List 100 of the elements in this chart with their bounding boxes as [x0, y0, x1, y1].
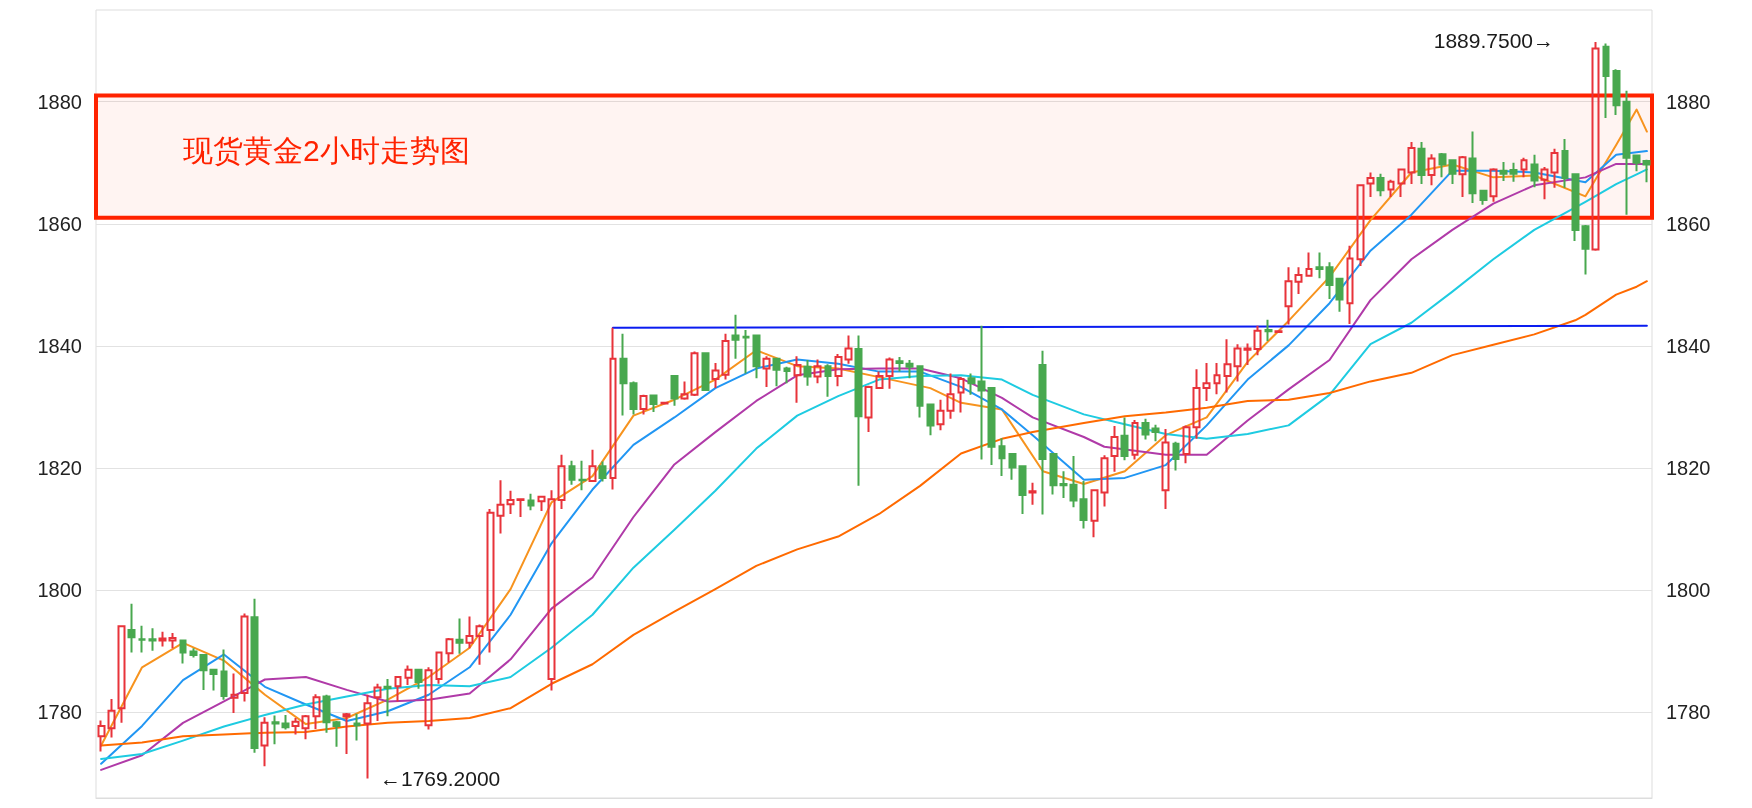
- candlestick: [1581, 224, 1590, 276]
- candlestick: [424, 666, 433, 731]
- candlestick: [199, 654, 208, 691]
- candlestick: [1243, 342, 1252, 366]
- candlestick: [1448, 158, 1457, 186]
- candlestick: [383, 677, 392, 718]
- candlestick: [926, 403, 935, 437]
- candlestick: [701, 352, 710, 392]
- candlestick: [649, 393, 658, 413]
- candlestick: [905, 359, 914, 380]
- candlestick: [506, 489, 515, 515]
- candlestick: [117, 625, 126, 724]
- candlestick: [824, 363, 832, 398]
- candlestick: [1151, 423, 1160, 443]
- candlestick: [475, 623, 484, 666]
- candlestick: [998, 437, 1006, 478]
- y-tick-label: 1860: [37, 212, 82, 235]
- candlestick: [353, 712, 361, 742]
- candlestick: [967, 372, 976, 396]
- candlestick: [465, 615, 474, 650]
- y2-tick-label: 1800: [1666, 579, 1711, 602]
- candlestick: [1622, 89, 1631, 216]
- candlestick: [844, 334, 853, 365]
- candlestick: [578, 459, 587, 492]
- candlestick: [445, 636, 454, 664]
- y2-tick-label: 1780: [1666, 701, 1711, 724]
- candlestick: [158, 630, 167, 648]
- candlestick: [987, 387, 996, 467]
- candlestick: [1008, 453, 1017, 481]
- candlestick: [496, 479, 505, 535]
- candlestick: [322, 693, 331, 734]
- candlestick: [527, 492, 535, 512]
- text: 现货黄金2小时走势图: [183, 133, 470, 167]
- candlestick: [762, 355, 771, 388]
- candlestick: [271, 714, 280, 746]
- candlestick: [260, 716, 269, 768]
- y-tick-label: 1840: [37, 334, 82, 357]
- candlestick: [629, 380, 638, 416]
- y-tick-label: 1880: [37, 90, 82, 113]
- candlestick: [957, 376, 965, 414]
- candlestick: [230, 672, 239, 715]
- candlestick: [189, 647, 198, 659]
- candlestick: [1571, 173, 1580, 242]
- candlestick: [1182, 424, 1191, 465]
- candlestick: [1530, 153, 1539, 189]
- candlestick: [1427, 153, 1436, 187]
- candlestick: [1468, 130, 1477, 205]
- y2-tick-label: 1880: [1666, 90, 1711, 113]
- candlestick: [1028, 481, 1037, 506]
- candlestick: [639, 393, 648, 416]
- candlestick: [752, 334, 761, 380]
- candlestick: [1110, 424, 1119, 473]
- candlestick: [854, 334, 863, 487]
- candlestick: [312, 693, 321, 730]
- line-series: [100, 280, 1648, 747]
- candlestick: [1172, 440, 1180, 472]
- candlestick: [281, 713, 290, 731]
- candlestick: [1591, 41, 1600, 252]
- candlestick: [1417, 140, 1426, 186]
- candlestick: [772, 357, 781, 388]
- candlestick: [394, 675, 402, 703]
- candlestick: [834, 352, 843, 388]
- candlestick: [179, 639, 187, 665]
- candlestick: [1253, 324, 1262, 357]
- candlestick: [936, 398, 945, 432]
- candlestick: [342, 712, 351, 756]
- candlestick: [332, 720, 341, 748]
- candlestick: [1294, 266, 1303, 296]
- y2-tick-label: 1860: [1666, 212, 1711, 235]
- candlestick: [127, 602, 136, 654]
- candlestick: [1325, 261, 1334, 300]
- candlestick: [1305, 251, 1313, 277]
- candlestick: [1397, 168, 1406, 198]
- candlestick: [148, 627, 157, 652]
- annotation: 1889.7500→: [1433, 29, 1555, 52]
- candlestick: [1479, 189, 1488, 206]
- candlestick: [1202, 362, 1211, 402]
- candlestick: [97, 719, 106, 753]
- candlestick: [813, 358, 822, 385]
- candlestick: [1407, 140, 1416, 186]
- candlestick: [1090, 489, 1099, 539]
- candlestick: [1018, 464, 1027, 515]
- candlestick: [977, 324, 986, 461]
- candlestick: [1038, 349, 1047, 516]
- candlestick: [1100, 454, 1109, 508]
- candlestick: [885, 356, 894, 390]
- y-tick-label: 1780: [37, 701, 82, 724]
- candlestick: [803, 359, 812, 387]
- candlestick: [1233, 343, 1242, 383]
- candlestick: [598, 460, 607, 483]
- candlestick: [404, 664, 413, 686]
- candlestick: [588, 448, 597, 482]
- candlestick: [783, 365, 791, 385]
- candlestick: [711, 362, 720, 390]
- candlestick: [209, 668, 218, 692]
- candlestick: [1335, 277, 1344, 313]
- candlestick: [301, 713, 310, 741]
- candlestick: [1161, 428, 1170, 511]
- candlestick: [680, 380, 689, 401]
- candlestick: [291, 716, 300, 736]
